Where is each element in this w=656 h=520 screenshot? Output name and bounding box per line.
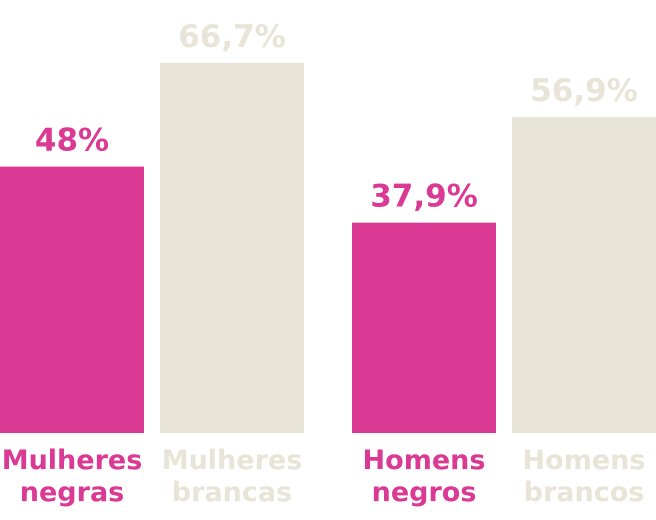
bar-3	[512, 117, 656, 433]
category-label-2-line-0: Homens	[363, 445, 486, 476]
category-label-2-line-1: negros	[372, 477, 477, 508]
value-label-1: 66,7%	[178, 19, 286, 55]
bar-2	[352, 222, 496, 433]
category-label-0-line-0: Mulheres	[2, 445, 143, 476]
value-label-2: 37,9%	[370, 179, 478, 215]
value-label-0: 48%	[35, 123, 109, 159]
category-label-1-line-0: Mulheres	[162, 445, 303, 476]
bar-0	[0, 166, 144, 433]
category-label-1-line-1: brancas	[172, 477, 292, 508]
category-label-3-line-0: Homens	[523, 445, 646, 476]
category-label-3-line-1: brancos	[524, 477, 645, 508]
value-label-3: 56,9%	[530, 73, 638, 109]
bar-1	[160, 62, 304, 433]
category-label-0-line-1: negras	[20, 477, 124, 508]
